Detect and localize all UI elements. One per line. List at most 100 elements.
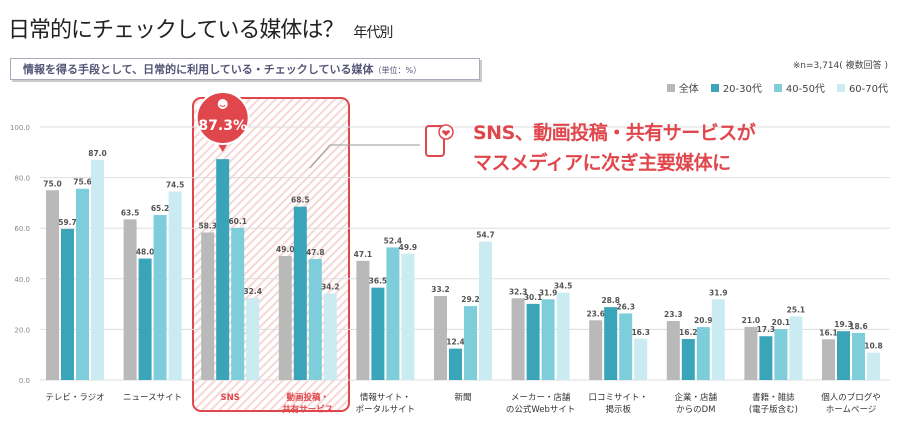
legend-label: 60-70代 <box>848 84 888 95</box>
bar <box>138 258 152 380</box>
category-label: テレビ・ラジオ <box>45 393 104 403</box>
bar <box>76 188 89 380</box>
bar <box>401 253 415 380</box>
data-label: 20.9 <box>694 316 713 325</box>
bar <box>867 352 880 380</box>
chart-caption-box: 情報を得る手段として、日常的に利用している・チェックしている媒体（単位：%） <box>10 58 480 80</box>
bar <box>604 307 618 380</box>
data-label: 20.1 <box>772 318 791 327</box>
category-label: 個人のブログや <box>821 392 881 403</box>
bar <box>634 338 648 380</box>
bar <box>434 296 447 380</box>
category-label: 口コミサイト・ <box>588 393 648 403</box>
category-label: 動画投稿・ <box>287 392 330 403</box>
data-label: 30.1 <box>524 293 543 302</box>
bar <box>386 247 400 380</box>
bar <box>123 219 137 380</box>
category-label: 情報サイト・ <box>360 392 411 403</box>
bar <box>837 331 850 380</box>
data-label: 33.2 <box>431 285 450 294</box>
data-label: 23.3 <box>664 310 683 319</box>
data-label: 63.5 <box>121 208 140 217</box>
category-label: (電子版含む) <box>749 404 798 415</box>
bar <box>526 303 540 380</box>
bar <box>696 327 710 380</box>
page-title: 日常的にチェックしている媒体は？ 年代別 <box>8 12 393 44</box>
category-label: 企業・店舗 <box>675 392 718 403</box>
data-label: 74.5 <box>166 181 185 190</box>
data-label: 75.0 <box>43 179 62 188</box>
callout-line <box>309 144 420 169</box>
legend: 全体 20-30代 40-50代 60-70代 <box>666 80 888 95</box>
category-label: ポータルサイト <box>356 405 416 415</box>
bar <box>278 256 292 380</box>
bar <box>479 241 492 380</box>
bar <box>789 316 803 380</box>
bar <box>231 227 245 380</box>
data-label: 32.3 <box>509 287 528 296</box>
category-label: 書籍・雑誌 <box>752 392 795 403</box>
title-text: 日常的にチェックしている媒体は？ <box>8 18 344 43</box>
bar <box>852 332 865 380</box>
bar <box>246 298 260 380</box>
data-label: 17.3 <box>757 325 776 334</box>
data-label: 68.5 <box>291 196 310 205</box>
bubble-value: 87.3% <box>198 118 247 134</box>
smartphone-heart-icon <box>425 124 454 157</box>
data-label: 25.1 <box>787 305 806 314</box>
bar <box>371 287 385 380</box>
annotation-line2: マスメディアに次ぎ主要媒体に <box>473 152 731 174</box>
annotation: SNS、動画投稿・共有サービスが マスメディアに次ぎ主要媒体に <box>473 118 756 178</box>
category-label: の公式Webサイト <box>506 404 576 415</box>
category-label: 共有サービス <box>282 404 333 415</box>
data-label: 19.3 <box>834 320 853 329</box>
legend-item: 40-50代 <box>773 80 825 95</box>
data-label: 75.6 <box>73 178 92 187</box>
bar <box>323 293 337 380</box>
sample-note: ※n=3,714( 複数回答 ) <box>792 61 888 71</box>
data-label: 31.9 <box>539 288 558 297</box>
y-tick-label: 80.0 <box>14 175 30 183</box>
y-tick-label: 100.0 <box>10 124 30 132</box>
bar <box>216 159 230 380</box>
bar <box>61 228 74 380</box>
unit: （単位：%） <box>373 66 422 75</box>
category-label: 掲示板 <box>605 404 631 415</box>
data-label: 49.0 <box>276 245 295 254</box>
bar <box>681 339 695 380</box>
data-label: 36.5 <box>369 277 388 286</box>
bar <box>308 259 322 380</box>
bar <box>589 320 603 380</box>
bar <box>711 299 725 380</box>
y-tick-label: 20.0 <box>14 326 30 334</box>
data-label: 60.1 <box>228 217 247 226</box>
data-label: 59.7 <box>58 218 77 227</box>
data-label: 18.6 <box>849 322 868 331</box>
smiley-icon <box>217 99 228 109</box>
legend-label: 20-30代 <box>722 84 762 95</box>
bar <box>91 159 104 380</box>
bar <box>356 260 370 380</box>
bar <box>759 336 773 380</box>
bar <box>619 313 633 380</box>
data-label: 54.7 <box>476 231 495 240</box>
data-label: 47.8 <box>306 248 325 257</box>
bar <box>46 190 59 380</box>
bar <box>168 191 182 380</box>
legend-item: 20-30代 <box>710 80 762 95</box>
data-label: 32.4 <box>243 287 262 296</box>
data-label: 12.4 <box>446 338 465 347</box>
data-label: 58.3 <box>198 222 217 231</box>
caption: 情報を得る手段として、日常的に利用している・チェックしている媒体 <box>23 63 374 76</box>
data-label: 28.8 <box>601 296 620 305</box>
data-label: 29.2 <box>461 295 480 304</box>
highlight-bubble <box>195 91 250 145</box>
legend-label: 40-50代 <box>785 84 825 95</box>
y-tick-label: 40.0 <box>14 276 30 284</box>
data-label: 65.2 <box>151 204 170 213</box>
bar <box>201 232 215 380</box>
bar <box>666 321 680 380</box>
bar <box>774 329 788 380</box>
bar <box>556 292 570 380</box>
